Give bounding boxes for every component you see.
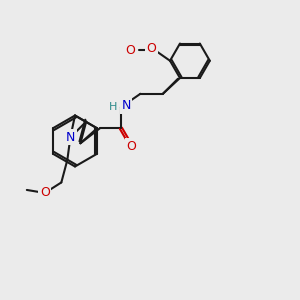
Text: O: O [40, 186, 50, 200]
Text: O: O [146, 42, 156, 55]
Text: N: N [66, 131, 75, 144]
Text: O: O [125, 44, 135, 57]
Text: O: O [127, 140, 136, 153]
Text: N: N [122, 99, 131, 112]
Text: H: H [109, 102, 118, 112]
